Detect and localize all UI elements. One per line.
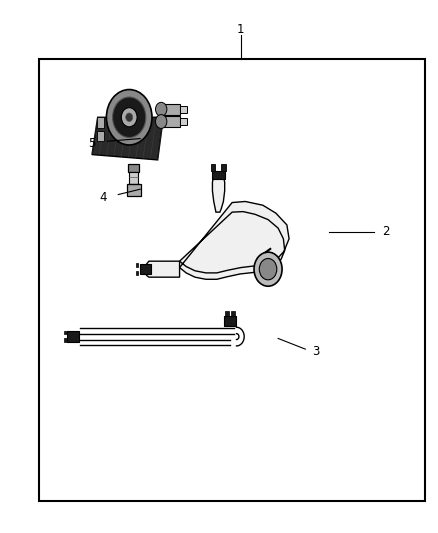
Polygon shape: [92, 117, 163, 160]
Polygon shape: [158, 104, 180, 115]
Polygon shape: [128, 164, 139, 172]
Circle shape: [121, 108, 137, 127]
Polygon shape: [212, 173, 225, 212]
Polygon shape: [140, 264, 151, 274]
Bar: [39, 59, 425, 501]
Circle shape: [106, 90, 152, 145]
Polygon shape: [136, 263, 138, 266]
Polygon shape: [180, 201, 289, 279]
Polygon shape: [158, 116, 180, 127]
Polygon shape: [231, 311, 235, 316]
Text: 1: 1: [237, 23, 245, 36]
Circle shape: [126, 113, 133, 122]
Polygon shape: [136, 271, 138, 275]
Polygon shape: [97, 131, 104, 141]
Polygon shape: [127, 184, 141, 196]
Polygon shape: [64, 338, 67, 342]
Text: 3: 3: [312, 345, 319, 358]
Circle shape: [155, 115, 167, 128]
Polygon shape: [225, 311, 229, 316]
Polygon shape: [97, 117, 104, 128]
Polygon shape: [67, 331, 79, 342]
Polygon shape: [64, 330, 67, 335]
Polygon shape: [224, 316, 236, 326]
Polygon shape: [221, 164, 226, 171]
Polygon shape: [180, 118, 187, 125]
Polygon shape: [129, 172, 138, 184]
Circle shape: [155, 102, 167, 116]
Circle shape: [259, 259, 277, 280]
Polygon shape: [212, 171, 225, 179]
Polygon shape: [211, 164, 215, 171]
Text: 2: 2: [381, 225, 389, 238]
Polygon shape: [180, 106, 187, 113]
Circle shape: [254, 252, 282, 286]
Circle shape: [113, 97, 146, 138]
Text: 5: 5: [88, 138, 95, 150]
Text: 4: 4: [99, 191, 107, 204]
Polygon shape: [145, 261, 180, 277]
